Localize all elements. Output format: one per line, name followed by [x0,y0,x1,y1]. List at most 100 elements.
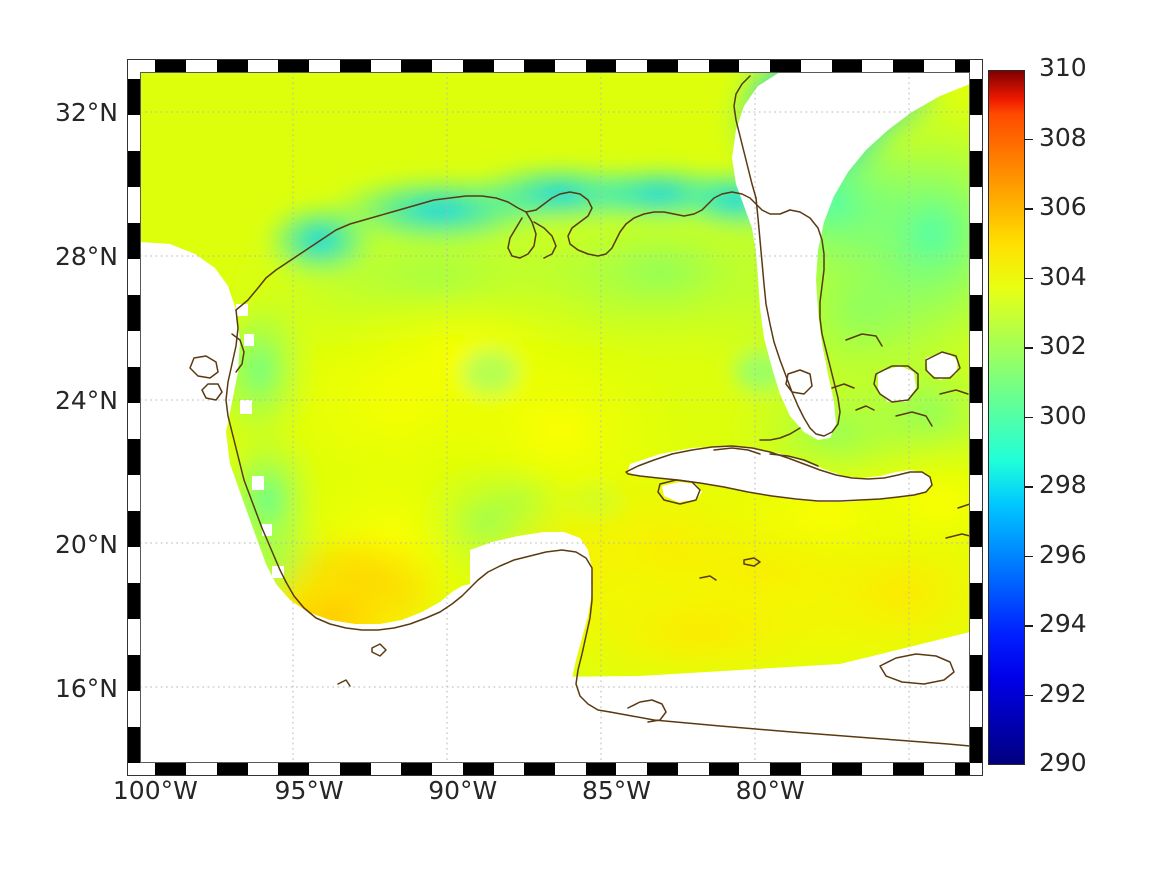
map-border-segment [677,763,709,776]
colorbar-tick-mark [1025,208,1033,210]
longitude-tick-label: 100°W [112,776,198,805]
map-border-segment [970,331,983,368]
map-border-segment [970,727,983,763]
map-border-segment [127,655,140,692]
map-border-segment [862,59,894,72]
map-border-segment [127,511,140,548]
colorbar-tick-mark [1025,625,1033,627]
coastlines [189,75,970,747]
map-border-segment [647,59,678,72]
map-border-segment [493,763,525,776]
map-border-segment [309,59,340,72]
map-border-segment [555,763,586,776]
map-border-segment [970,79,983,116]
map-border-segment [339,59,371,72]
map-border-segment [462,59,494,72]
colorbar-tick-label: 306 [1039,192,1087,221]
map-border-segment [127,72,140,80]
map-border-segment [127,403,140,440]
map-border-segment [462,763,494,776]
map-border-segment [923,763,955,776]
map-border-segment [970,72,983,80]
map-border-segment [339,763,371,776]
map-border-segment [401,59,433,72]
map-border-segment [970,223,983,260]
map-border-segment [155,763,187,776]
map-border-segment [127,331,140,368]
map-border-segment [127,475,140,512]
latitude-tick-label: 32°N [54,98,118,128]
map-border-segment [970,295,983,332]
longitude-tick-label: 95°W [274,776,344,805]
map-border-segment [493,59,525,72]
map-border-segment [247,763,279,776]
colorbar-tick-mark [1025,416,1033,419]
map-border-segment [739,59,771,72]
longitude-tick-label: 90°W [428,776,498,805]
map-border-segment [954,59,970,72]
sst-field-svg [140,72,970,763]
map-border-segment [127,727,140,763]
map-border-segment [739,763,771,776]
colorbar-tick-label: 290 [1039,748,1087,777]
map-border-segment [585,59,617,72]
colorbar-tick-mark [1025,277,1033,280]
map-border-segment [127,223,140,260]
map-border-segment [432,59,463,72]
colorbar-tick-mark [1025,694,1033,697]
map-border-segment [524,763,555,776]
map-gridlines [140,72,970,763]
map-border-segment [127,619,140,656]
colorbar-tick-mark [1025,347,1033,349]
colorbar-tick-label: 300 [1039,400,1087,430]
map-border-segment [800,59,832,72]
map-border-segment [186,59,217,72]
map-border-segment [216,763,248,776]
map-border-segment [970,151,983,188]
map-border-segment [155,59,187,72]
colorbar-tick-label: 298 [1039,470,1087,499]
map-border-segment [970,115,983,152]
map-border-segment [970,691,983,727]
map-border-segment [770,763,801,776]
colorbar[interactable]: 290 292 294 296 298 300 302 304 306 308 310 [988,53,1087,777]
map-border-segment [216,59,248,72]
map-border-segment [127,115,140,152]
colorbar-gradient [988,70,1025,765]
map-border-segment [247,59,279,72]
colorbar-tick-label: 294 [1039,609,1087,638]
map-border-segment [616,763,648,776]
map-border-segment [970,583,983,620]
map-border-outline [127,59,983,776]
map-border-segment [970,619,983,656]
map-border-segment [127,79,140,116]
map-border-segment [893,59,924,72]
map-border-segment [127,583,140,620]
sst-raster [140,72,970,763]
map-border-segment [831,763,863,776]
map-border-segment [127,439,140,476]
map-border-segment [370,763,402,776]
map-border-segment [140,59,156,72]
map-border-segment [127,187,140,224]
latitude-tick-label: 20°N [54,530,118,560]
map-border-segment [370,59,402,72]
map-plot-area[interactable] [140,72,970,763]
map-border-segment [970,403,983,440]
map-border-segment [677,59,709,72]
map-border-segment [278,59,310,72]
map-border-segment [127,151,140,188]
longitude-tick-label: 85°W [581,776,651,805]
map-border-segment [309,763,340,776]
map-border-segment [770,59,801,72]
map-border-segment [970,547,983,584]
map-border-segment [127,547,140,584]
latitude-tick-label: 24°N [54,386,118,416]
longitude-tick-label: 80°W [735,776,805,805]
colorbar-tick-label: 310 [1039,53,1087,82]
colorbar-tick-label: 292 [1039,678,1087,708]
map-border-segment [970,187,983,224]
map-border-segment [616,59,648,72]
map-border-segment [831,59,863,72]
